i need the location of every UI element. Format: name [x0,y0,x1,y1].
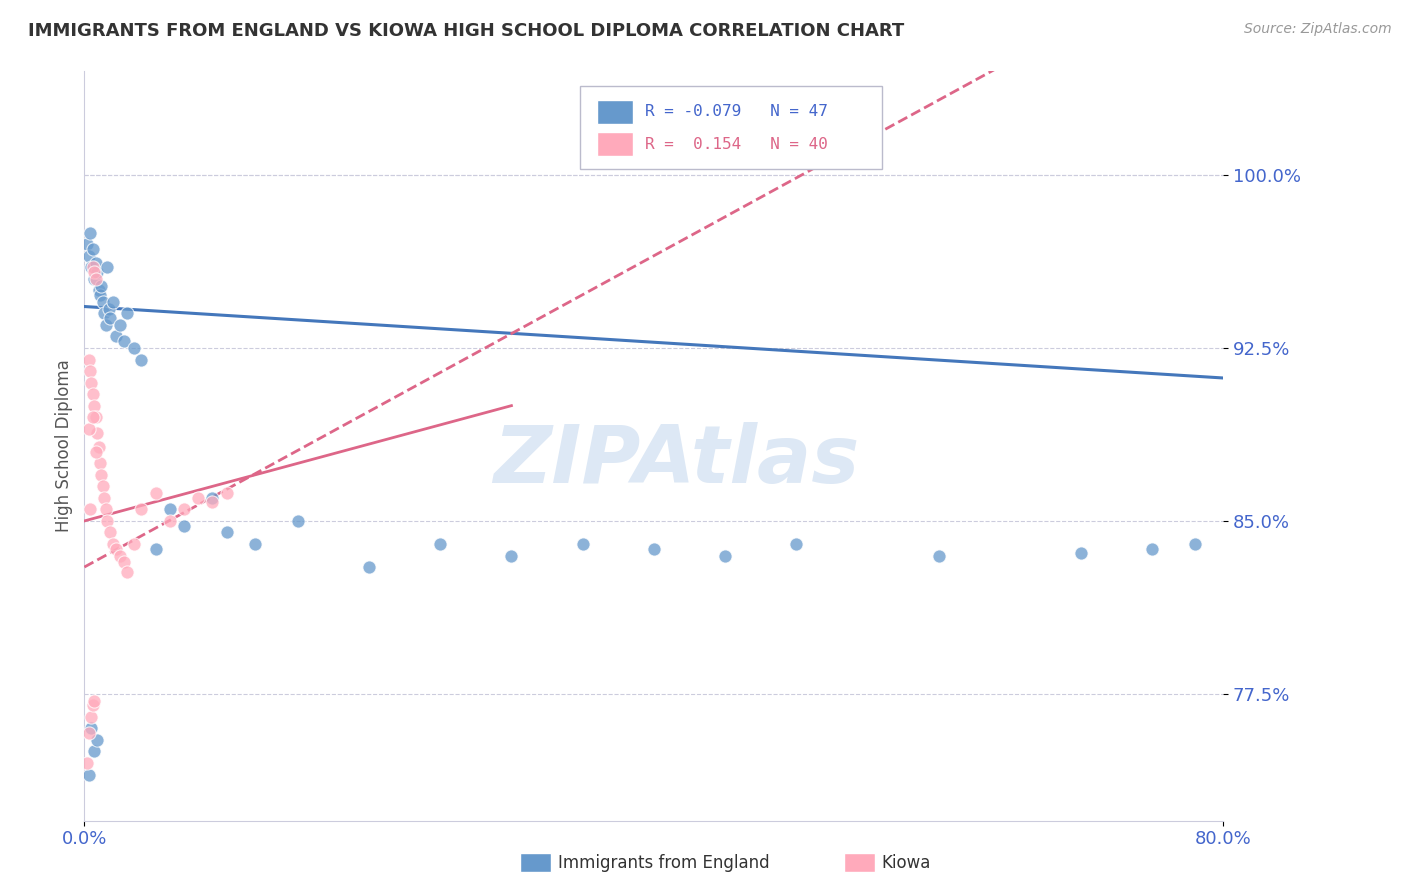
Point [90,278,112,293]
Point [86,265,108,279]
Point [77,726,100,740]
Point [83,694,105,708]
Point [91,479,114,493]
Y-axis label: High School Diploma: High School Diploma [55,359,73,533]
Point [104,541,127,556]
Point [287,514,309,528]
Point [90,467,112,482]
Point [115,306,138,320]
Point [122,341,145,355]
Point [87,284,110,298]
Text: Immigrants from England: Immigrants from England [558,855,770,872]
Point [159,514,181,528]
Point [104,329,127,343]
Point [80,722,103,736]
Point [76,756,98,770]
Point [76,237,98,252]
Point [115,565,138,579]
Point [928,549,950,563]
Point [82,242,104,256]
Point [131,352,153,367]
Point [501,549,523,563]
Point [91,294,114,309]
Point [80,710,103,724]
Point [98,525,121,540]
Point [97,301,120,316]
Point [98,311,121,326]
Point [83,265,105,279]
Point [77,249,100,263]
Point [77,352,100,367]
Point [82,260,104,275]
Point [101,294,124,309]
Point [86,733,108,747]
Point [94,318,117,332]
Point [87,440,110,454]
Point [93,306,115,320]
Point [112,334,135,348]
Bar [598,100,633,124]
Point [108,549,131,563]
Point [79,364,101,378]
Point [84,256,107,270]
Text: Source: ZipAtlas.com: Source: ZipAtlas.com [1244,22,1392,37]
Point [173,502,195,516]
Point [77,422,100,436]
Point [96,260,118,275]
Point [429,537,451,551]
Point [83,272,105,286]
Point [83,399,105,413]
Point [714,549,737,563]
Point [245,537,267,551]
Point [215,525,238,540]
Point [173,518,195,533]
Point [94,502,117,516]
Point [93,491,115,505]
Point [201,491,224,505]
Text: Kiowa: Kiowa [882,855,931,872]
Point [89,288,111,302]
Text: ZIPAtlas: ZIPAtlas [494,422,859,500]
Point [82,698,104,713]
Point [79,226,101,240]
Point [145,486,167,500]
Point [84,410,107,425]
Point [145,541,167,556]
Point [359,560,381,574]
Point [101,537,124,551]
Text: R =  0.154   N = 40: R = 0.154 N = 40 [645,136,828,152]
Point [77,767,100,781]
Point [112,556,135,570]
Point [86,426,108,441]
Point [79,502,101,516]
Point [80,260,103,275]
Point [122,537,145,551]
Point [1140,541,1163,556]
Point [82,387,104,401]
Point [215,486,238,500]
Point [84,272,107,286]
Point [1184,537,1206,551]
Point [785,537,807,551]
Text: IMMIGRANTS FROM ENGLAND VS KIOWA HIGH SCHOOL DIPLOMA CORRELATION CHART: IMMIGRANTS FROM ENGLAND VS KIOWA HIGH SC… [28,22,904,40]
Point [84,444,107,458]
Point [571,537,593,551]
Point [108,318,131,332]
Point [201,495,224,509]
Bar [598,132,633,156]
Point [80,376,103,390]
Point [82,410,104,425]
Point [1070,546,1092,560]
Point [89,456,111,470]
Point [83,744,105,758]
Text: R = -0.079   N = 47: R = -0.079 N = 47 [645,104,828,120]
Point [159,502,181,516]
FancyBboxPatch shape [579,87,882,169]
Point [96,514,118,528]
Point [131,502,153,516]
Point [187,491,209,505]
Point [643,541,665,556]
